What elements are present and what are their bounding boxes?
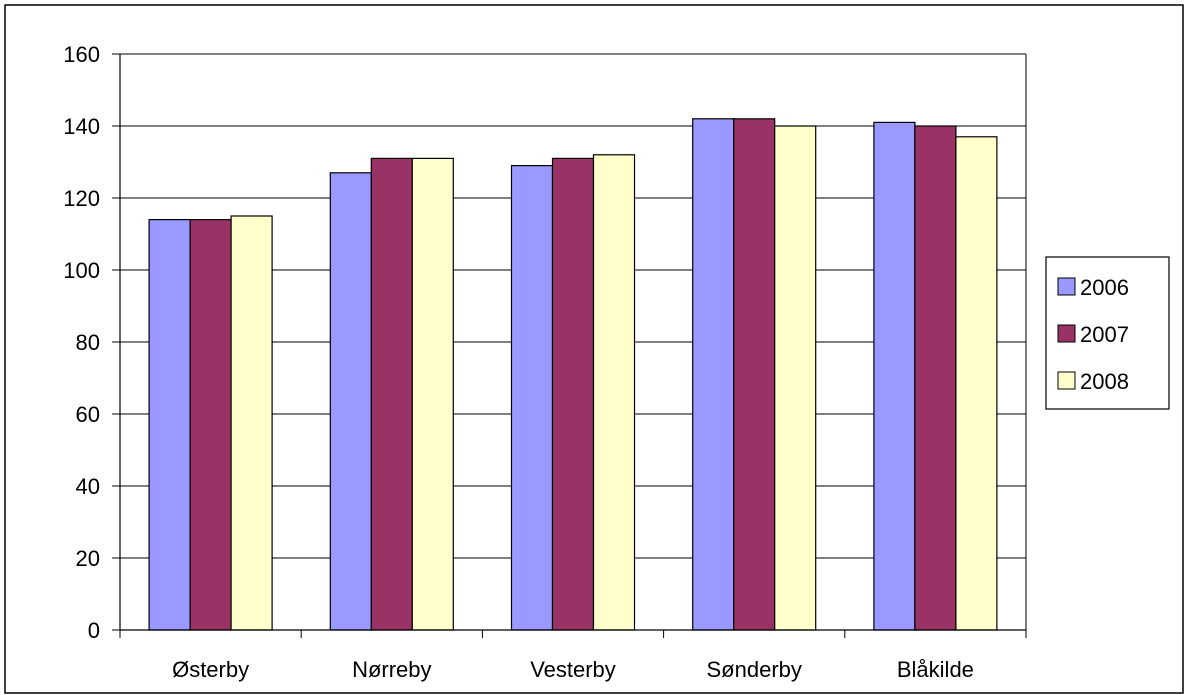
bar-2006-3 [692,118,735,631]
bars [148,118,998,631]
axis-labels: 0 20 40 60 80 100 120 140 160 Østerby Nørreby Veste… [63,42,974,682]
y-tick-label: 80 [76,330,100,355]
y-tick-label: 60 [76,402,100,427]
y-tick-label: 120 [63,186,100,211]
x-tick-label: Nørreby [352,657,431,682]
legend-label-2007: 2007 [1080,322,1129,347]
bar-2007-4 [914,125,957,631]
legend-swatch-2008 [1057,371,1076,390]
x-tick-label: Sønderby [707,657,802,682]
y-tick-label: 40 [76,474,100,499]
y-tick-label: 0 [88,618,100,643]
bar-2008-0 [230,215,273,631]
bar-2007-3 [733,118,776,631]
axes [112,53,1027,638]
x-tick-label: Vesterby [530,657,616,682]
bar-2008-3 [774,125,817,631]
bar-2008-4 [955,136,998,631]
legend-label-2008: 2008 [1080,369,1129,394]
bar-2008-2 [592,154,636,631]
y-tick-label: 20 [76,546,100,571]
bar-2007-1 [370,157,413,631]
bar-2006-1 [329,172,372,631]
legend: 2006 2007 2008 [1045,256,1170,410]
bar-2007-0 [189,219,232,631]
legend-swatch-2007 [1057,324,1076,343]
y-tick-label: 100 [63,258,100,283]
x-tick-label: Østerby [172,657,249,682]
bar-2007-2 [551,157,595,631]
y-tick-label: 160 [63,42,100,67]
bar-2008-1 [411,157,454,631]
legend-swatch-2006 [1057,277,1076,296]
bar-2006-0 [148,219,191,631]
y-tick-label: 140 [63,114,100,139]
bar-2006-4 [873,121,916,631]
bar-2006-2 [510,165,554,631]
legend-label-2006: 2006 [1080,275,1129,300]
x-tick-label: Blåkilde [897,657,974,682]
